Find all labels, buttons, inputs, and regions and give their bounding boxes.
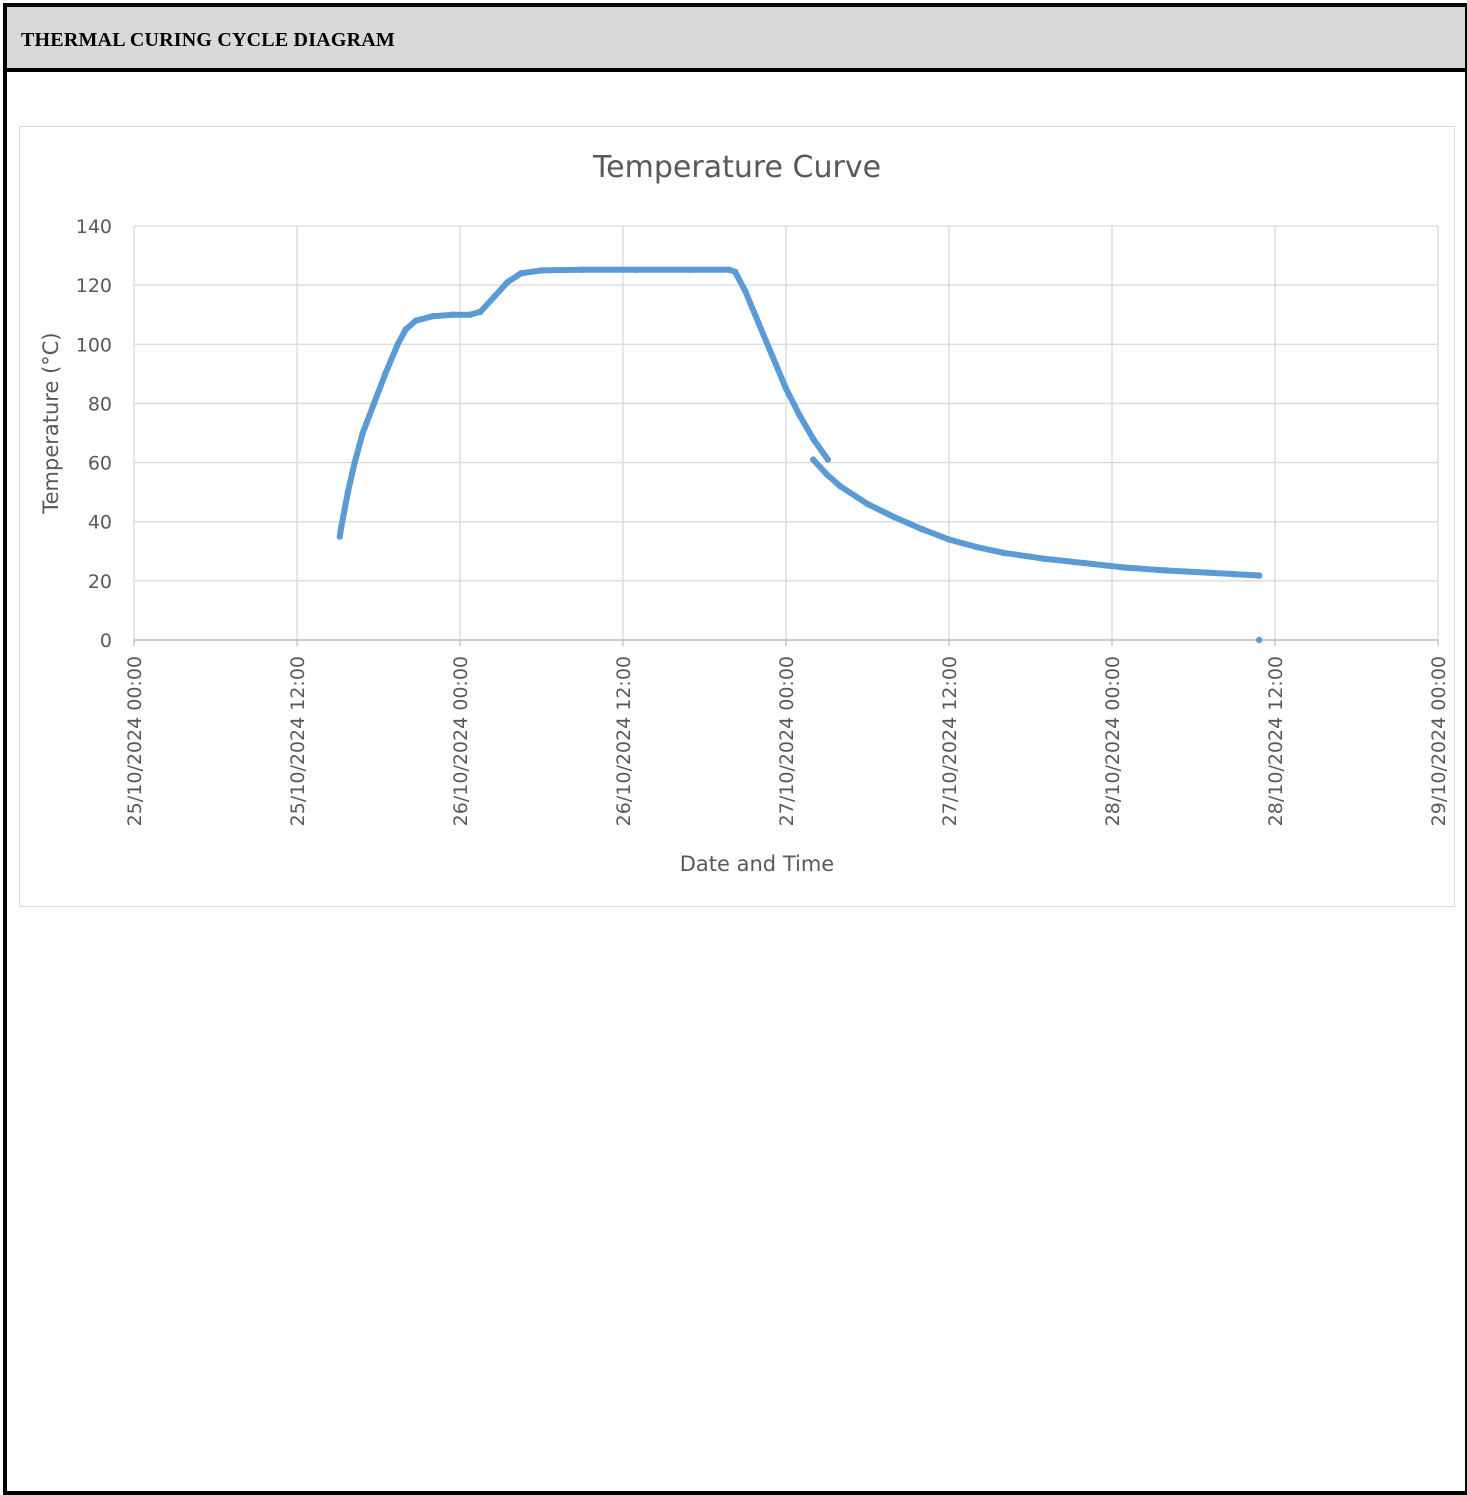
- y-tick-label: 140: [76, 216, 112, 238]
- data-point: [344, 488, 352, 496]
- y-tick-label: 0: [100, 630, 112, 652]
- x-tick-label: 26/10/2024 00:00: [450, 656, 472, 826]
- data-point: [402, 326, 409, 333]
- data-point: [824, 456, 832, 463]
- x-axis-label: Date and Time: [680, 852, 834, 876]
- data-point: [429, 313, 436, 320]
- data-point: [477, 308, 484, 315]
- data-point: [1081, 559, 1089, 567]
- y-tick-label: 100: [76, 334, 112, 356]
- data-point: [490, 293, 498, 301]
- data-point: [450, 311, 457, 318]
- x-tick-label: 27/10/2024 12:00: [939, 656, 961, 826]
- x-tick-label: 25/10/2024 12:00: [287, 656, 309, 826]
- data-point: [1040, 555, 1048, 562]
- data-point: [731, 268, 739, 275]
- data-point: [687, 266, 695, 273]
- data-point: [351, 459, 358, 466]
- data-point: [769, 352, 776, 360]
- data-point: [359, 429, 366, 437]
- data-point: [945, 536, 953, 543]
- data-point: [382, 370, 389, 378]
- data-point: [579, 266, 586, 273]
- x-tick-label: 27/10/2024 00:00: [776, 656, 798, 826]
- data-point: [412, 317, 420, 324]
- grid-lines: [133, 225, 1439, 641]
- data-point: [796, 412, 803, 419]
- data-point: [742, 287, 749, 295]
- data-point: [370, 400, 378, 407]
- document-frame: THERMAL CURING CYCLE DIAGRAM Temperature…: [3, 3, 1467, 1495]
- data-point: [1163, 567, 1170, 574]
- y-tick-label: 20: [88, 571, 112, 593]
- header-bar: THERMAL CURING CYCLE DIAGRAM: [7, 7, 1465, 72]
- x-tick-label: 29/10/2024 00:00: [1428, 656, 1450, 826]
- data-point: [810, 435, 817, 443]
- data-point: [891, 514, 898, 521]
- data-point: [1256, 636, 1263, 644]
- chart-title: Temperature Curve: [592, 150, 881, 185]
- y-tick-label: 80: [88, 393, 112, 415]
- series-temperature: [336, 266, 1263, 644]
- data-point: [782, 385, 790, 392]
- data-point: [1231, 570, 1238, 578]
- y-tick-label: 40: [88, 512, 112, 534]
- data-point: [973, 543, 980, 551]
- data-point: [1000, 549, 1007, 556]
- data-point: [1203, 569, 1211, 576]
- data-point: [467, 311, 474, 318]
- axes: [133, 639, 1439, 646]
- data-point: [633, 266, 640, 273]
- data-point: [340, 512, 347, 519]
- data-point: [837, 483, 844, 490]
- data-point: [810, 456, 817, 463]
- y-tick-label: 60: [88, 453, 112, 475]
- data-point: [1256, 572, 1263, 579]
- x-tick-label: 26/10/2024 12:00: [613, 656, 635, 826]
- data-point: [755, 320, 762, 327]
- x-tick-labels: 25/10/2024 00:00 25/10/2024 12:00 26/10/20…: [124, 656, 1450, 826]
- data-point: [336, 533, 343, 540]
- x-tick-label: 28/10/2024 00:00: [1102, 656, 1124, 826]
- temperature-chart: Temperature Curve 0 20 40 60 80 100 120 140 25/…: [39, 150, 1450, 876]
- header-title: THERMAL CURING CYCLE DIAGRAM: [21, 29, 395, 51]
- series-line: [810, 456, 1263, 579]
- data-point: [918, 525, 925, 533]
- x-tick-label: 28/10/2024 12:00: [1265, 656, 1287, 826]
- data-point: [517, 270, 525, 277]
- data-point: [726, 266, 733, 273]
- data-point: [1122, 564, 1129, 571]
- chart-container: Temperature Curve 0 20 40 60 80 100 120 140 25/…: [19, 126, 1455, 907]
- x-tick-label: 25/10/2024 00:00: [124, 656, 146, 826]
- y-tick-label: 120: [76, 275, 112, 297]
- data-point: [823, 471, 830, 478]
- data-point: [504, 279, 511, 286]
- data-point: [337, 524, 345, 531]
- data-point: [864, 500, 871, 508]
- y-tick-labels: 0 20 40 60 80 100 120 140: [76, 216, 112, 652]
- y-axis-label: Temperature (°C): [39, 332, 63, 514]
- data-point: [394, 341, 401, 348]
- data-point: [538, 267, 545, 274]
